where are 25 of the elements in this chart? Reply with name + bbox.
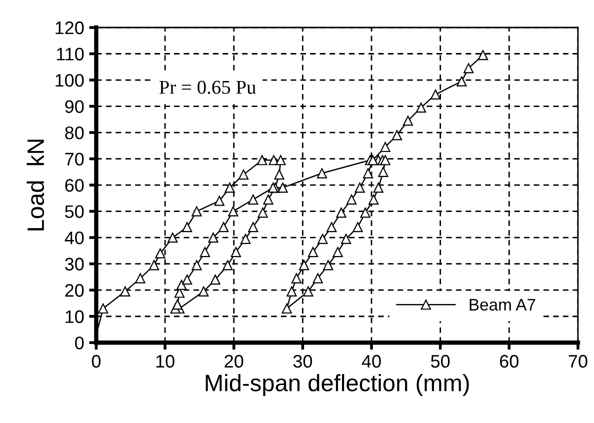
- x-tick-label: 10: [156, 354, 174, 368]
- y-tick-label: 120: [56, 21, 84, 34]
- x-tick-label: 30: [293, 354, 312, 368]
- y-tick-label: 100: [56, 74, 84, 87]
- x-tick-label: 60: [500, 354, 518, 368]
- x-tick-label: 20: [224, 354, 244, 368]
- y-tick-label: 0: [75, 336, 84, 350]
- y-tick-label: 60: [65, 178, 84, 192]
- y-axis-title: Load kN: [26, 140, 44, 230]
- y-tick-label: 110: [57, 48, 84, 60]
- y-tick-label: 90: [65, 100, 84, 113]
- y-tick-label: 20: [65, 284, 84, 297]
- x-tick-label: 50: [431, 354, 450, 368]
- x-tick-label: 0: [92, 354, 101, 368]
- y-tick-label: 50: [65, 205, 84, 218]
- y-tick-label: 40: [64, 232, 84, 244]
- y-tick-label: 80: [65, 126, 84, 140]
- x-tick-label: 40: [362, 354, 381, 368]
- y-tick-label: 10: [66, 310, 84, 324]
- x-axis-title: Mid-span deflection (mm): [206, 374, 469, 396]
- annotation: Pr = 0.65 Pu: [159, 80, 256, 94]
- legend-label: Beam A7: [470, 298, 536, 311]
- y-tick-label: 30: [65, 258, 84, 271]
- y-tick-label: 70: [65, 152, 84, 166]
- x-tick-label: 70: [568, 354, 588, 368]
